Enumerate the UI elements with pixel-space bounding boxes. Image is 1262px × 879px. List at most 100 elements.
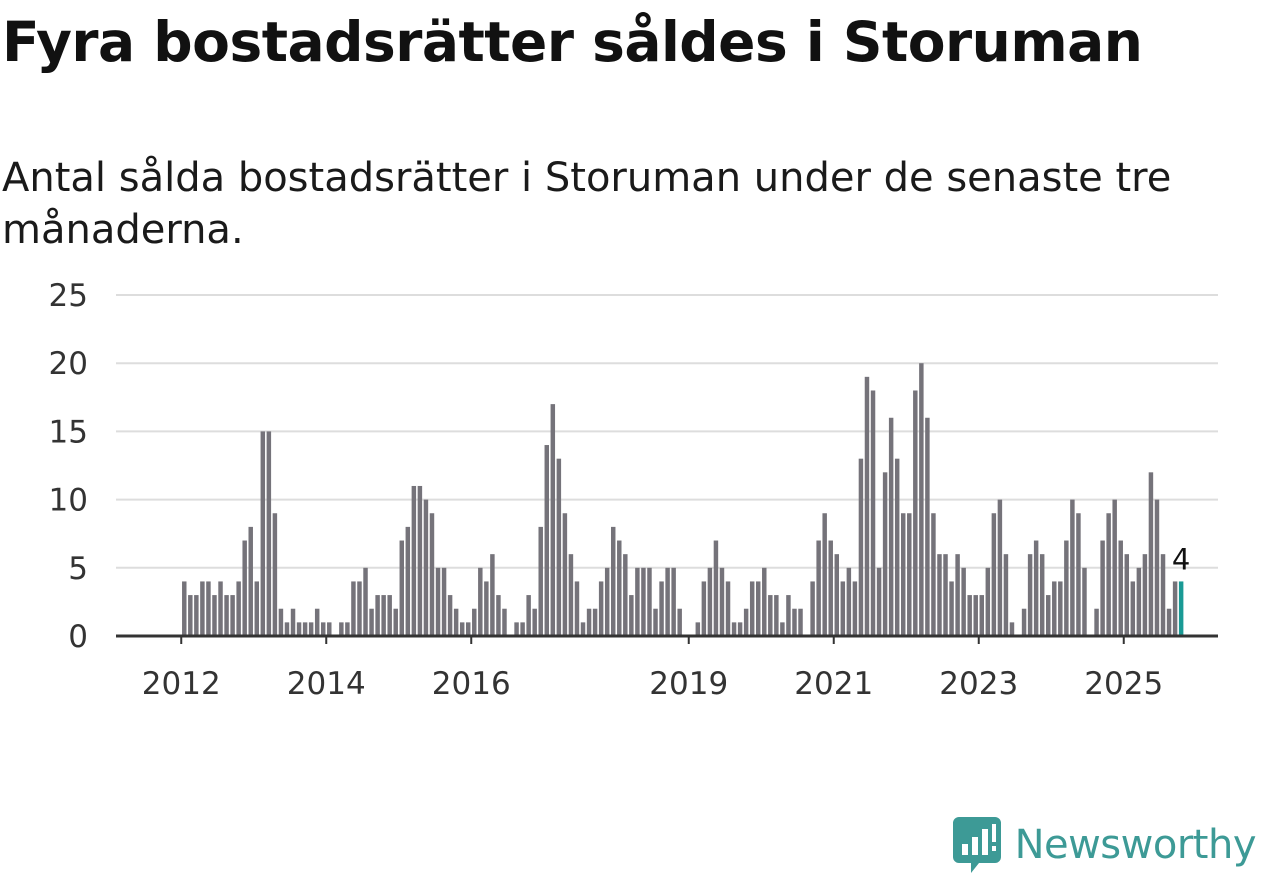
y-tick-label: 5 (68, 551, 88, 587)
bar (731, 622, 737, 636)
bar (888, 417, 894, 636)
bar (943, 554, 948, 636)
bar (629, 595, 634, 636)
chart-subtitle: Antal sålda bostadsrätter i Storuman und… (2, 155, 1172, 253)
bar (242, 540, 247, 636)
bar (441, 567, 447, 636)
bar (363, 567, 368, 636)
bar (786, 595, 791, 636)
bar (762, 567, 767, 636)
bar (1027, 554, 1033, 636)
bar (484, 581, 489, 636)
bar (949, 581, 954, 636)
bar (490, 554, 495, 636)
bar (1003, 554, 1009, 636)
x-tick-label: 2019 (649, 666, 728, 702)
bar (1106, 513, 1111, 636)
x-tick-label: 2021 (794, 666, 873, 702)
x-tick-label: 2016 (432, 666, 511, 702)
bar (749, 581, 755, 636)
x-tick-label: 2014 (287, 666, 366, 702)
bar (1045, 595, 1051, 636)
bar (810, 581, 815, 636)
bar (580, 622, 586, 636)
highlight-bar (1178, 581, 1184, 636)
bar (671, 567, 676, 636)
bar (1124, 554, 1130, 636)
newsworthy-brand: Newsworthy (952, 817, 1257, 873)
bar (852, 581, 858, 636)
bar (1160, 554, 1166, 636)
bar (526, 595, 531, 636)
bar (659, 581, 664, 636)
bar (840, 581, 846, 636)
bar (465, 622, 471, 636)
bar (1166, 608, 1172, 636)
bar (188, 595, 193, 636)
bar (375, 595, 380, 636)
bar (357, 581, 362, 636)
bar (737, 622, 743, 636)
bar (369, 608, 374, 636)
bars (182, 363, 1184, 636)
bar (792, 608, 797, 636)
bar (260, 431, 266, 636)
bar (423, 499, 429, 636)
bar (647, 567, 652, 636)
bar (1058, 581, 1063, 636)
bar (997, 499, 1003, 636)
bar (1172, 581, 1178, 636)
bar (405, 526, 411, 636)
bar (1130, 581, 1136, 636)
bar (586, 608, 592, 636)
bar (278, 608, 284, 636)
bar (514, 622, 519, 636)
bar (182, 581, 187, 636)
y-tick-label: 15 (49, 414, 88, 450)
bar (967, 595, 972, 636)
bar (1052, 581, 1057, 636)
bar (598, 581, 604, 636)
y-tick-label: 10 (49, 483, 88, 519)
bar (822, 513, 827, 636)
bar (991, 513, 997, 636)
bar (496, 595, 501, 636)
bar (417, 485, 423, 636)
bar (351, 581, 356, 636)
bar (200, 581, 205, 636)
bar (218, 581, 223, 636)
y-tick-label: 25 (49, 278, 88, 314)
bar (907, 513, 912, 636)
bar (931, 513, 936, 636)
x-tick-label: 2023 (939, 666, 1018, 702)
bar (894, 458, 900, 636)
x-tick-label: 2012 (142, 666, 221, 702)
bar (1100, 540, 1105, 636)
bar (1118, 540, 1123, 636)
bar (798, 608, 803, 636)
bar (429, 513, 435, 636)
bar (635, 567, 640, 636)
x-tick-label: 2025 (1084, 666, 1163, 702)
bar (381, 595, 386, 636)
bar (882, 472, 888, 636)
bar (345, 622, 350, 636)
y-tick-label: 0 (68, 619, 88, 655)
bar (556, 458, 562, 636)
bar (665, 567, 670, 636)
bar (1064, 540, 1069, 636)
bar (550, 404, 556, 636)
bar (248, 526, 253, 636)
bar (1142, 554, 1148, 636)
bar (236, 581, 241, 636)
bar (562, 513, 568, 636)
bar (755, 581, 761, 636)
bar (979, 595, 985, 636)
bar (834, 554, 840, 636)
bar (1148, 472, 1154, 636)
newsworthy-logo-icon (952, 817, 1001, 873)
bar (447, 595, 453, 636)
bar (387, 595, 392, 636)
bar (1070, 499, 1075, 636)
bar (973, 595, 978, 636)
